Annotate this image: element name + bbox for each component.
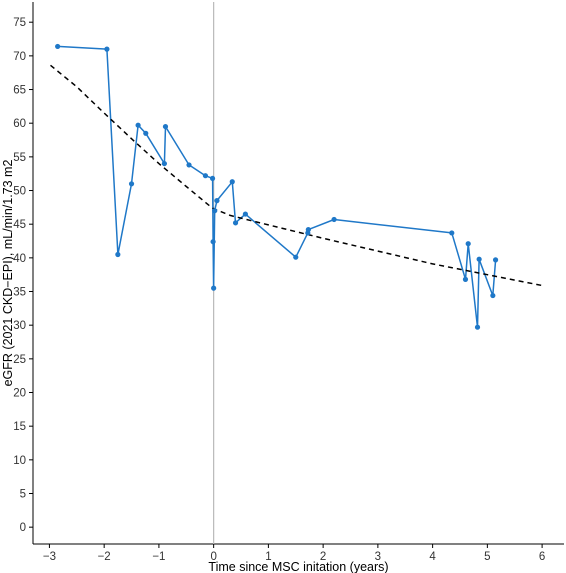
y-tick-label: 25 <box>13 354 26 366</box>
data-point <box>161 160 167 167</box>
data-point <box>135 122 141 128</box>
y-tick-label: 30 <box>13 320 26 332</box>
data-point <box>476 256 482 262</box>
y-tick-label: 10 <box>13 455 26 467</box>
data-point <box>128 181 135 187</box>
y-tick-label: 45 <box>13 219 26 231</box>
trend-line <box>50 64 543 287</box>
data-point <box>212 208 218 214</box>
data-point <box>115 251 121 258</box>
data-point <box>229 179 235 185</box>
x-tick-label: 6 <box>539 551 545 563</box>
y-tick-label: 15 <box>13 421 26 433</box>
y-tick-label: 20 <box>13 388 26 400</box>
data-point <box>462 276 469 282</box>
x-tick-label: −3 <box>43 551 56 563</box>
data-point <box>449 230 455 236</box>
data-point <box>211 285 217 291</box>
x-axis-title: Time since MSC initation (years) <box>208 560 388 573</box>
data-point <box>305 226 311 233</box>
y-tick-label: 35 <box>13 287 26 299</box>
data-point <box>293 254 299 260</box>
x-ticks: −3 −2 −1 0 1 2 3 4 5 6 <box>43 544 545 563</box>
x-tick-label: 3 <box>375 551 381 563</box>
data-point <box>202 173 209 179</box>
observed-line <box>57 45 497 328</box>
data-point <box>214 198 220 204</box>
y-tick-label: 75 <box>13 17 26 29</box>
y-tick-label: 0 <box>20 522 26 534</box>
y-axis-title: eGFR (2021 CKD−EPI), mL/min/1.73 m2 <box>1 160 15 387</box>
plot-area <box>50 43 543 330</box>
x-tick-label: 0 <box>210 551 216 563</box>
data-point <box>465 241 471 247</box>
data-point <box>186 162 192 168</box>
y-tick-label: 40 <box>13 253 26 265</box>
y-tick-label: 70 <box>13 51 26 63</box>
x-tick-label: 2 <box>320 551 326 563</box>
data-point <box>104 46 110 52</box>
x-tick-label: −2 <box>98 551 111 563</box>
data-point <box>210 239 216 245</box>
x-tick-label: 1 <box>265 551 271 563</box>
x-tick-label: 5 <box>484 551 490 563</box>
data-point <box>490 292 496 299</box>
data-point <box>143 130 149 136</box>
data-point <box>232 220 239 226</box>
y-tick-label: 50 <box>13 186 26 198</box>
y-ticks: 0 5 10 15 20 25 30 35 40 45 50 55 60 65 70 75 <box>13 17 33 534</box>
x-tick-label: 4 <box>429 551 436 563</box>
data-point <box>162 123 169 130</box>
y-tick-label: 65 <box>13 85 26 97</box>
data-point <box>55 43 61 50</box>
x-tick-label: −1 <box>152 551 165 563</box>
data-point <box>242 211 248 217</box>
data-point <box>492 257 499 263</box>
data-point <box>474 324 481 330</box>
data-point <box>331 216 337 223</box>
y-tick-label: 55 <box>13 152 26 164</box>
y-tick-label: 60 <box>13 118 26 130</box>
axes <box>32 2 564 545</box>
y-tick-label: 5 <box>20 489 26 501</box>
data-point <box>209 175 216 182</box>
